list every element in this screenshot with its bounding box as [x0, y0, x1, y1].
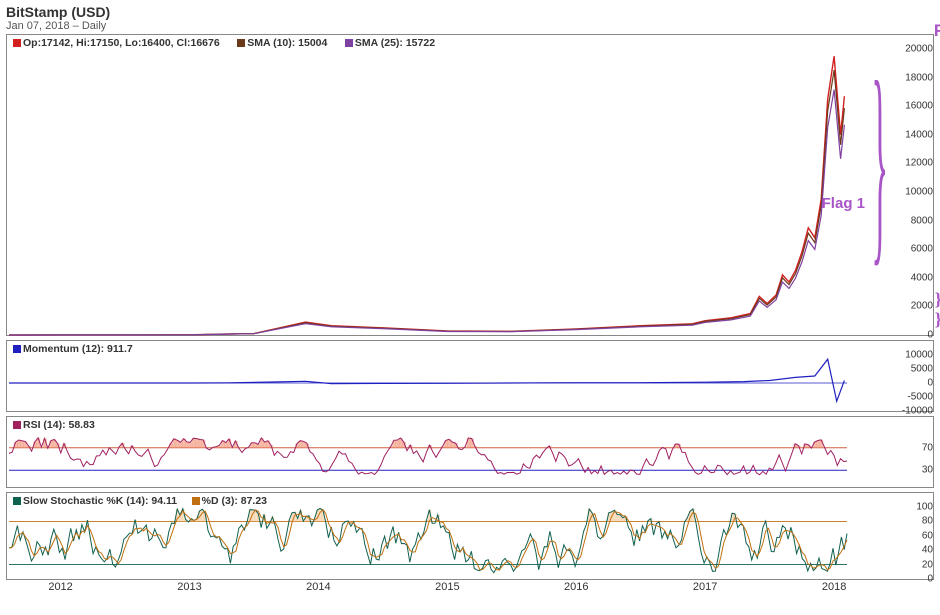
- price-svg: [7, 35, 887, 337]
- main-legend: Op:17142, Hi:17150, Lo:16400, Cl:16676 S…: [13, 37, 435, 49]
- flag2-small-label: } Flag 2: [935, 289, 940, 310]
- stoch-legend: Slow Stochastic %K (14): 94.11 %D (3): 8…: [13, 495, 267, 507]
- momentum-yaxis: -10000-50000500010000: [893, 341, 935, 411]
- brace-large: }: [872, 53, 889, 277]
- flag1-small-label: } Flag 1: [935, 309, 940, 330]
- rsi-svg: [7, 417, 887, 489]
- chart-title: BitStamp (USD): [6, 4, 934, 20]
- stoch-k-text: Slow Stochastic %K (14): 94.11: [23, 495, 177, 507]
- sma25-legend: SMA (25): 15722: [355, 37, 435, 49]
- rsi-yaxis: 3070: [893, 417, 935, 487]
- rsi-legend: RSI (14): 58.83: [13, 419, 95, 431]
- flag2-top-label: Flag 2: [934, 21, 940, 41]
- flag1-large-label: Flag 1: [822, 195, 865, 212]
- stochastic-panel: Slow Stochastic %K (14): 94.11 %D (3): 8…: [6, 492, 934, 580]
- x-axis: 2012201320142015201620172018: [7, 581, 893, 595]
- rsi-panel: RSI (14): 58.83 3070 ⇧: [6, 416, 934, 488]
- stoch-yaxis: 020406080100: [893, 493, 935, 579]
- sma10-legend: SMA (10): 15004: [247, 37, 327, 49]
- momentum-svg: [7, 341, 887, 413]
- momentum-panel: Momentum (12): 911.7 -10000-500005000100…: [6, 340, 934, 412]
- stoch-d-text: %D (3): 87.23: [202, 495, 267, 507]
- ohlc-legend: Op:17142, Hi:17150, Lo:16400, Cl:16676: [23, 37, 220, 49]
- momentum-legend-text: Momentum (12): 911.7: [23, 343, 133, 355]
- rsi-legend-text: RSI (14): 58.83: [23, 419, 95, 431]
- chart-subtitle: Jan 07, 2018 – Daily: [6, 20, 934, 32]
- momentum-legend: Momentum (12): 911.7: [13, 343, 133, 355]
- price-chart-panel: Op:17142, Hi:17150, Lo:16400, Cl:16676 S…: [6, 34, 934, 336]
- price-yaxis: 0200040006000800010000120001400016000180…: [893, 35, 935, 335]
